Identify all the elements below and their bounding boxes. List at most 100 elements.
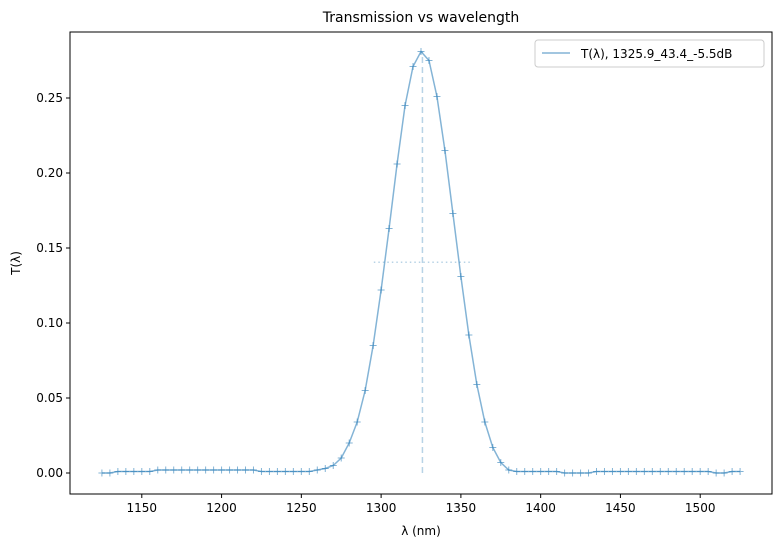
data-point-37 bbox=[393, 160, 401, 168]
data-point-47 bbox=[473, 381, 481, 388]
data-point-63 bbox=[600, 468, 608, 475]
data-point-54 bbox=[529, 468, 537, 475]
data-point-18 bbox=[242, 466, 249, 474]
data-point-31 bbox=[345, 439, 353, 447]
x-tick-label-1: 1200 bbox=[206, 501, 237, 515]
x-axis-label: λ (nm) bbox=[401, 524, 441, 538]
data-point-8 bbox=[162, 466, 170, 474]
legend-box bbox=[534, 39, 765, 68]
data-point-7 bbox=[154, 466, 162, 474]
data-point-28 bbox=[321, 465, 329, 472]
data-point-71 bbox=[664, 468, 672, 475]
data-point-50 bbox=[497, 459, 505, 466]
x-tick-label-0: 1150 bbox=[127, 501, 158, 515]
y-axis-ticks: 0.00 0.05 0.10 0.15 0.20 0.25 bbox=[36, 91, 70, 480]
data-point-9 bbox=[170, 466, 178, 474]
x-tick-label-3: 1300 bbox=[366, 501, 397, 515]
data-point-58 bbox=[561, 469, 569, 477]
series-markers-group bbox=[98, 48, 744, 477]
x-tick-label-4: 1350 bbox=[446, 501, 477, 515]
data-point-41 bbox=[425, 57, 433, 64]
y-tick-label-0: 0.00 bbox=[36, 466, 63, 480]
data-point-13 bbox=[202, 466, 210, 474]
data-point-25 bbox=[297, 468, 305, 475]
data-point-29 bbox=[329, 462, 337, 469]
data-point-21 bbox=[265, 468, 273, 475]
data-point-23 bbox=[281, 468, 289, 475]
data-point-0 bbox=[98, 469, 106, 477]
data-point-61 bbox=[585, 469, 593, 477]
data-point-24 bbox=[289, 468, 297, 475]
y-axis-label: T(λ) bbox=[9, 251, 23, 276]
data-point-56 bbox=[545, 468, 553, 475]
data-point-19 bbox=[249, 466, 257, 474]
data-point-70 bbox=[656, 468, 664, 475]
x-tick-label-6: 1450 bbox=[605, 501, 636, 515]
data-point-74 bbox=[688, 468, 696, 475]
data-point-27 bbox=[313, 466, 321, 474]
data-point-14 bbox=[210, 466, 218, 474]
data-point-55 bbox=[537, 468, 545, 475]
peak-annotations bbox=[373, 51, 472, 473]
data-point-4 bbox=[130, 468, 138, 475]
data-point-3 bbox=[122, 468, 130, 475]
plot-background bbox=[70, 32, 772, 494]
data-point-79 bbox=[728, 468, 736, 475]
data-point-34 bbox=[369, 342, 377, 349]
data-point-45 bbox=[457, 273, 465, 280]
chart-title: Transmission vs wavelength bbox=[322, 10, 519, 26]
data-point-76 bbox=[704, 468, 712, 475]
data-point-43 bbox=[441, 147, 449, 154]
data-point-51 bbox=[505, 466, 513, 474]
data-point-44 bbox=[449, 210, 457, 217]
data-point-11 bbox=[186, 466, 194, 474]
y-tick-label-1: 0.05 bbox=[36, 391, 63, 405]
data-point-57 bbox=[553, 468, 561, 475]
data-point-12 bbox=[194, 466, 202, 474]
data-point-65 bbox=[616, 468, 624, 475]
data-point-62 bbox=[593, 468, 600, 475]
data-point-35 bbox=[377, 286, 385, 294]
data-point-22 bbox=[273, 468, 281, 475]
y-tick-label-4: 0.20 bbox=[36, 166, 63, 180]
data-point-77 bbox=[712, 469, 720, 477]
data-point-30 bbox=[337, 454, 345, 462]
data-point-6 bbox=[146, 468, 154, 475]
legend: T(λ), 1325.9_43.4_-5.5dB bbox=[534, 39, 765, 68]
data-point-53 bbox=[521, 468, 529, 475]
axes-frame bbox=[69, 31, 773, 495]
data-point-36 bbox=[385, 225, 393, 232]
data-point-49 bbox=[489, 444, 497, 451]
data-point-78 bbox=[720, 469, 728, 477]
data-point-32 bbox=[353, 418, 361, 426]
data-point-68 bbox=[640, 468, 648, 475]
data-point-40 bbox=[417, 48, 425, 55]
data-point-20 bbox=[257, 468, 265, 475]
data-point-38 bbox=[401, 102, 409, 109]
data-point-67 bbox=[632, 468, 640, 475]
data-point-1 bbox=[106, 469, 114, 477]
data-point-75 bbox=[696, 468, 704, 475]
data-point-5 bbox=[138, 468, 146, 475]
y-tick-label-3: 0.15 bbox=[36, 241, 63, 255]
data-point-39 bbox=[409, 63, 417, 70]
y-tick-label-5: 0.25 bbox=[36, 91, 63, 105]
x-tick-label-5: 1400 bbox=[525, 501, 556, 515]
data-point-46 bbox=[465, 331, 473, 339]
data-point-15 bbox=[218, 466, 226, 474]
legend-entry-label: T(λ), 1325.9_43.4_-5.5dB bbox=[580, 47, 732, 61]
data-point-73 bbox=[680, 468, 688, 475]
plot-area bbox=[70, 32, 772, 494]
data-point-2 bbox=[114, 468, 122, 475]
data-point-52 bbox=[513, 468, 521, 475]
data-point-64 bbox=[608, 468, 616, 475]
data-point-42 bbox=[433, 93, 441, 100]
data-point-69 bbox=[648, 468, 656, 475]
data-point-10 bbox=[178, 466, 186, 474]
data-point-26 bbox=[305, 468, 313, 475]
data-point-72 bbox=[672, 468, 680, 475]
x-tick-label-2: 1250 bbox=[286, 501, 317, 515]
x-axis-ticks: 1150 1200 1250 1300 1350 1400 1450 1500 bbox=[127, 494, 715, 515]
data-point-60 bbox=[577, 469, 585, 477]
